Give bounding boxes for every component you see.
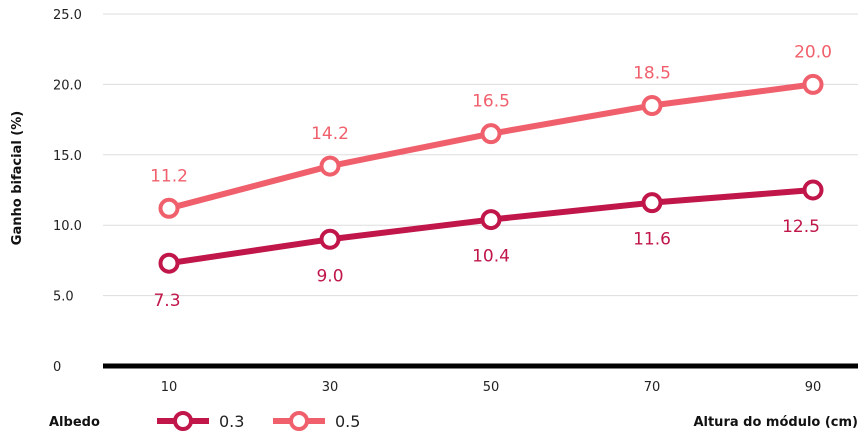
legend-item-0.3: 0.3 (157, 411, 244, 431)
data-label: 18.5 (633, 64, 671, 84)
data-point (158, 197, 180, 219)
y-tick-label: 15.0 (53, 149, 82, 164)
x-axis-ticks: 10 30 50 70 90 (161, 380, 822, 395)
data-point (641, 95, 663, 117)
data-point (480, 209, 502, 231)
legend-swatch-marker (173, 411, 193, 431)
data-point (802, 73, 824, 95)
data-point (319, 228, 341, 250)
data-point (802, 179, 824, 201)
data-label: 9.0 (316, 266, 343, 286)
y-axis-ticks: 0 5.0 10.0 15.0 20.0 25.0 (53, 8, 82, 375)
x-tick-label: 70 (644, 380, 661, 395)
data-label: 11.2 (150, 166, 188, 186)
series-0.5: 11.2 14.2 16.5 18.5 20.0 (150, 42, 832, 219)
series-layer: 7.3 9.0 10.4 11.6 12.5 11.2 14.2 16.5 18.5 20.0 (150, 42, 832, 311)
legend-label: 0.3 (219, 412, 244, 431)
data-label: 16.5 (472, 92, 510, 112)
data-label: 7.3 (153, 291, 180, 311)
series-0.3: 7.3 9.0 10.4 11.6 12.5 (153, 179, 824, 311)
data-label: 14.2 (311, 124, 349, 144)
data-label: 20.0 (794, 42, 832, 62)
y-tick-label: 5.0 (53, 290, 74, 305)
legend-swatch-marker (289, 411, 309, 431)
data-label: 10.4 (472, 247, 510, 267)
data-point (158, 252, 180, 274)
legend-label: 0.5 (335, 412, 360, 431)
data-point (480, 123, 502, 145)
x-axis-title: Altura do módulo (cm) (693, 415, 858, 430)
x-tick-label: 50 (483, 380, 500, 395)
data-point (319, 155, 341, 177)
legend-item-0.5: 0.5 (273, 411, 360, 431)
legend-title: Albedo (49, 415, 100, 430)
data-label: 12.5 (782, 217, 820, 237)
x-tick-label: 90 (805, 380, 822, 395)
data-label: 11.6 (633, 230, 671, 250)
y-tick-label: 10.0 (53, 219, 82, 234)
data-point (641, 192, 663, 214)
legend: Albedo 0.3 0.5 (49, 411, 360, 431)
y-tick-label: 25.0 (53, 8, 82, 23)
x-tick-label: 10 (161, 380, 178, 395)
gridlines (103, 13, 858, 297)
y-tick-label: 20.0 (53, 78, 82, 93)
x-tick-label: 30 (322, 380, 339, 395)
y-axis-title: Ganho bifacial (%) (10, 111, 25, 245)
y-tick-label: 0 (53, 360, 61, 375)
